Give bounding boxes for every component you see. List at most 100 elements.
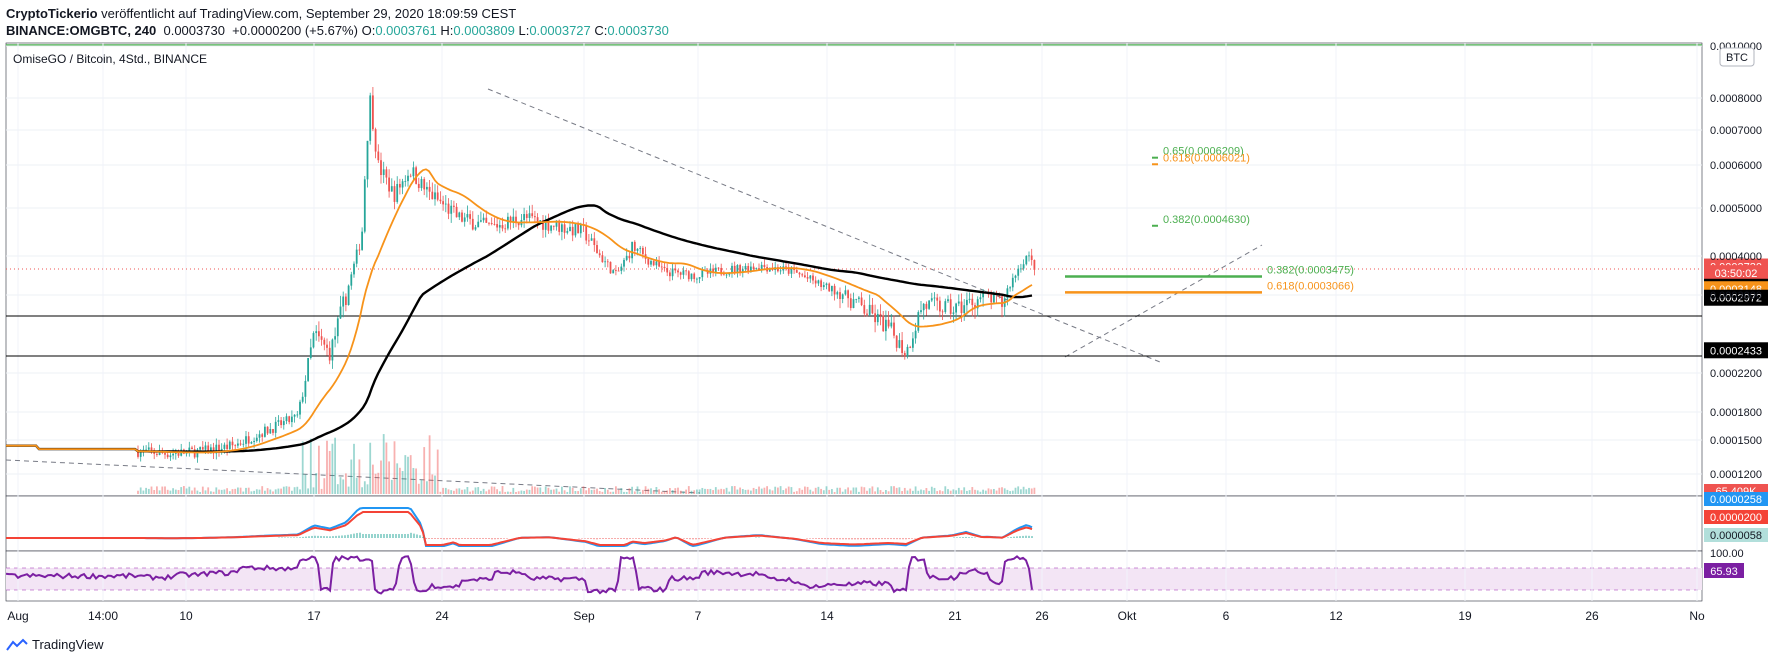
candle-body [501,225,504,229]
candle-body [569,226,571,232]
trend-line-base[interactable] [5,459,701,494]
volume-bar [939,490,941,494]
volume-bar [231,489,234,494]
macd-histogram-bar [395,534,397,538]
volume-bar [512,487,515,494]
macd-histogram-bar [1010,537,1012,538]
candle-body [417,183,420,189]
time-axis[interactable]: Aug 14:00 10 17 24 Sep 7 14 21 26 Okt 6 12 19 26 No [7,609,1705,623]
candle-body [561,224,563,232]
volume-bar [1028,487,1030,494]
volume-bar [304,474,307,494]
price-axis[interactable]: 0.00100000.00080000.00070000.00060000.00… [1710,41,1762,481]
candle-body [274,421,277,433]
candle-body [358,249,361,251]
volume-bar [504,491,507,494]
volume-bar [196,490,199,494]
candle-body [307,357,309,381]
price-tick-label: 0.0005000 [1710,203,1762,215]
volume-bar [463,489,466,494]
macd-histogram-bar [305,536,307,538]
volume-bar [825,486,828,494]
macd-histogram-bar [419,535,421,538]
candle-body [280,420,282,426]
macd-histogram-bar [326,536,328,538]
candle-body [156,453,158,455]
candle-body [218,444,220,452]
volume-bar [804,486,806,494]
volume-bar [404,455,407,494]
candle-body [596,245,598,254]
macd-histogram-bar [314,535,316,538]
candle-body [609,261,612,274]
volume-bar [874,491,876,494]
volume-bar [912,490,914,494]
candle-body [326,344,328,348]
candle-body [1006,288,1009,299]
price-tick-label: 0.0004000 [1710,251,1762,263]
macd-histogram-bar [473,538,475,539]
volume-bar [309,438,312,494]
volume-bar [652,490,655,494]
macd-histogram-bar [704,538,706,539]
volume-bar [247,487,250,494]
fibonacci-levels[interactable]: 0.65(0.0006209)0.618(0.0006021) 0.382(0.0… [1065,146,1354,294]
rsi-label: 65.93 [1710,566,1738,578]
macd-histogram-bar [401,534,403,538]
candle-body [636,248,639,251]
volume-bar [285,486,288,494]
volume-bar [180,487,183,494]
volume-bar [1030,488,1033,494]
volume-bar [1017,486,1020,494]
candle-body [482,217,485,221]
volume-bar [282,486,285,494]
candle-body [750,266,752,273]
volume-bar [218,489,220,494]
macd-histogram-bar [602,538,604,539]
candle-body [957,301,960,304]
macd-histogram-bar [893,538,895,540]
volume-bar [974,489,976,494]
candle-body [741,269,744,273]
candle-body [552,225,555,227]
tradingview-footer[interactable]: TradingView [6,637,104,652]
macd-histogram-bar [1019,536,1021,538]
rsi-label-box [1704,563,1744,578]
volume-bar [172,488,174,494]
volume-bar [264,490,266,494]
volume-bar [966,490,968,494]
candle-body [731,265,733,273]
volume-bar [164,486,166,494]
macd-histogram-bar [701,538,703,540]
publisher-name[interactable]: CryptoTickerio [6,6,98,21]
volume-bar [442,487,444,494]
candle-body [885,319,887,332]
volume-bar [876,487,879,494]
candle-body [936,297,939,301]
volume-bar [161,486,164,494]
candle-body [866,313,868,315]
candle-body [339,306,342,319]
volume-bar [963,487,966,494]
volume-bar [193,487,196,494]
currency-badge[interactable] [1719,47,1755,67]
volume-bar [906,490,909,494]
volume-bar [328,450,331,494]
candle-body [442,201,444,205]
macd-pane[interactable] [5,495,1703,552]
volume-bar [774,486,777,494]
volume-bar [355,477,358,494]
trend-line-up[interactable] [1064,244,1263,358]
candle-body [825,283,828,286]
volume-bar [725,487,728,494]
rsi-line [5,555,1033,595]
candle-body [423,179,426,190]
candle-body [849,298,852,309]
volume-bar [210,491,212,494]
macd-histogram-bar [425,538,427,539]
volume-bar [407,456,409,494]
candle-body [428,186,431,192]
volume-bar [277,488,280,494]
price-tick-label: 0.0008000 [1710,93,1762,105]
